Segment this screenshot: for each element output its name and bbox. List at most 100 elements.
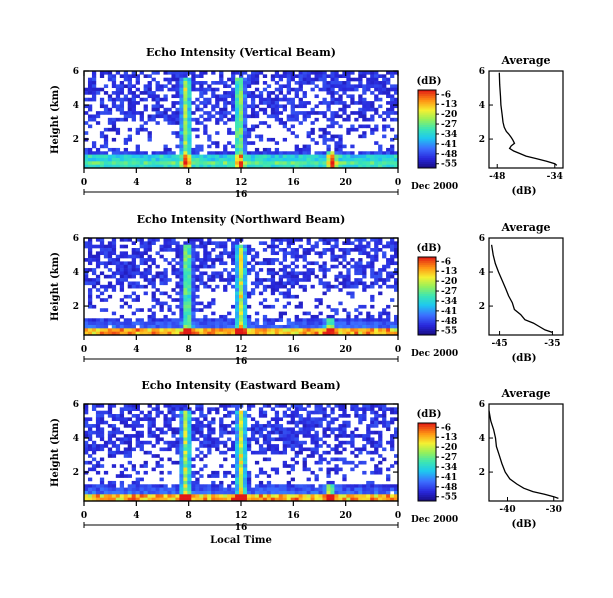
heatmap-cell [354, 427, 359, 432]
heatmap-cell [338, 440, 343, 445]
heatmap-cell [370, 424, 375, 428]
heatmap-cell [139, 258, 144, 262]
heatmap-cell [159, 157, 164, 162]
heatmap-cell [95, 490, 101, 495]
heatmap-cell [119, 437, 125, 442]
heatmap-cell [390, 157, 395, 162]
heatmap-cell [350, 97, 355, 102]
heatmap-cell [235, 490, 240, 495]
heatmap-cell [131, 298, 136, 302]
heatmap-cell [342, 144, 347, 149]
heatmap-cell [123, 447, 129, 452]
heatmap-cell [155, 164, 160, 169]
heatmap-cell [115, 324, 121, 329]
heatmap-cell [167, 440, 172, 445]
heatmap-cell [242, 288, 248, 292]
heatmap-cell [135, 437, 140, 442]
heatmap-cell [334, 147, 339, 152]
heatmap-cell [246, 404, 252, 408]
heatmap-cell [175, 450, 180, 455]
heatmap-cell [350, 467, 355, 472]
heatmap-cell [298, 244, 303, 249]
heatmap-cell [242, 111, 248, 115]
heatmap-cell [310, 454, 315, 458]
heatmap-cell [84, 410, 89, 415]
heatmap-cell [179, 427, 184, 432]
heatmap-cell [282, 331, 287, 336]
heatmap-cell [286, 81, 291, 85]
heatmap-cell [127, 134, 132, 139]
heatmap-cell [123, 487, 129, 492]
heatmap-cell [302, 271, 307, 276]
heatmap-cell [111, 157, 117, 162]
heatmap-cell [374, 77, 379, 82]
heatmap-cell [123, 268, 129, 272]
heatmap-cell [84, 404, 89, 408]
heatmap-cell [87, 328, 93, 332]
heatmap-cell [195, 107, 200, 112]
heatmap-cell [394, 157, 399, 162]
heatmap-cell [278, 427, 284, 432]
heatmap-cell [354, 268, 359, 272]
heatmap-cell [246, 304, 252, 309]
colorbar-swatch [418, 489, 436, 492]
heatmap-cell [187, 308, 192, 312]
heatmap-cell [179, 244, 184, 249]
heatmap-cell [239, 427, 244, 432]
heatmap-cell [366, 71, 371, 75]
heatmap-cell [235, 264, 240, 269]
heatmap-cell [294, 81, 299, 85]
heatmap-cell [215, 161, 220, 165]
heatmap-cell [294, 440, 299, 445]
heatmap-cell [187, 434, 192, 438]
heatmap-cell [179, 470, 184, 475]
colorbar-swatch [418, 129, 436, 132]
heatmap-cell [235, 331, 240, 336]
heatmap-cell [386, 314, 391, 319]
heatmap-cell [87, 331, 93, 336]
heatmap-cell [318, 494, 323, 498]
heatmap-cell [195, 487, 200, 492]
heatmap-cell [87, 91, 93, 95]
heatmap-cell [163, 490, 168, 495]
heatmap-cell [111, 127, 117, 132]
heatmap-cell [107, 328, 113, 332]
heatmap-cell [235, 278, 240, 282]
heatmap-cell [258, 470, 264, 475]
heatmap-cell [99, 410, 105, 415]
heatmap-cell [215, 258, 220, 262]
heatmap-cell [179, 154, 184, 159]
heatmap-cell [187, 417, 192, 422]
heatmap-cell [163, 417, 168, 422]
heatmap-cell [215, 484, 220, 488]
heatmap-cell [87, 298, 93, 302]
heatmap-cell [187, 430, 192, 435]
heatmap-cell [151, 467, 156, 472]
colorbar-swatch [418, 294, 436, 297]
heatmap-cell [302, 430, 307, 435]
heatmap-cell [366, 124, 371, 129]
heatmap-cell [250, 417, 256, 422]
heatmap-cell [187, 281, 192, 286]
heatmap-cell [84, 271, 89, 276]
heatmap-cell [107, 414, 113, 418]
heatmap-cell [235, 71, 240, 75]
heatmap-cell [378, 497, 383, 502]
heatmap-cell [135, 417, 140, 422]
heatmap-cell [211, 154, 216, 159]
heatmap-cell [175, 114, 180, 119]
heatmap-cell [211, 114, 216, 119]
heatmap-cell [111, 91, 117, 95]
heatmap-cell [203, 161, 208, 165]
colorbar-tick-label: -41 [441, 473, 457, 483]
heatmap-cell [370, 318, 375, 322]
colorbar-swatch [418, 423, 436, 426]
heatmap-cell [84, 434, 89, 438]
heatmap-cell [91, 424, 97, 428]
heatmap-cell [246, 268, 252, 272]
heatmap-cell [342, 278, 347, 282]
heatmap-cell [266, 440, 272, 445]
heatmap-cell [330, 490, 335, 495]
heatmap-cell [282, 251, 287, 256]
heatmap-cell [127, 447, 132, 452]
